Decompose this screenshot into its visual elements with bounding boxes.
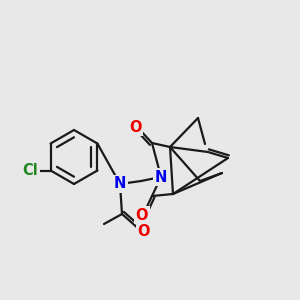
Text: N: N (155, 169, 167, 184)
Text: N: N (114, 176, 126, 191)
Text: O: O (136, 208, 148, 223)
Text: O: O (138, 224, 150, 239)
Text: O: O (129, 119, 141, 134)
Text: Cl: Cl (23, 163, 38, 178)
